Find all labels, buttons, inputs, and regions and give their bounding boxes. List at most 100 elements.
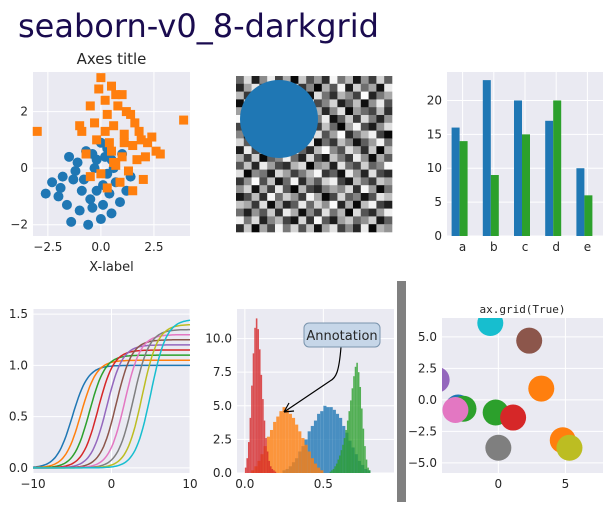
histogram-bar [271,468,274,473]
image-pixel [236,216,245,225]
image-pixel [337,115,346,124]
image-pixel [321,146,330,155]
image-pixel [290,193,299,202]
axes-title: Axes title [77,50,147,68]
histogram-bar [310,425,314,473]
image-pixel [259,185,268,194]
image-pixel [368,130,377,139]
grid-scatter-axes-points [442,318,583,461]
square-marker [147,132,157,142]
image-pixel [368,224,377,233]
image-pixel [290,76,299,85]
image-pixel [306,208,315,217]
square-marker [107,81,116,91]
image-pixel [368,185,377,194]
image-pixel [314,76,323,85]
vertical-divider-bar [397,281,406,502]
histogram-bar [317,467,321,473]
image-pixel [376,91,385,100]
y-tick-label: 2 [20,105,28,119]
image-pixel [345,146,354,155]
histogram-bar [339,455,341,473]
square-marker [115,177,125,187]
image-pixel [306,169,315,178]
image-pixel [282,161,291,170]
square-marker [100,126,110,136]
image-pixel [321,224,330,233]
image-pixel [259,76,268,85]
image-pixel [353,99,362,108]
image-pixel [345,122,354,131]
square-marker [102,183,112,193]
y-tick-label: 5 [434,195,442,209]
image-pixel [329,76,338,85]
image-pixel [275,224,284,233]
image-pixel [236,224,245,233]
image-pixel [329,193,338,202]
image-pixel [376,138,385,147]
bar [584,195,593,236]
square-marker [117,90,127,100]
image-pixel [384,193,393,202]
image-pixel [282,200,291,209]
image-pixel [337,146,346,155]
image-pixel [353,115,362,124]
image-pixel [259,224,268,233]
image-pixel [282,169,291,178]
histogram-bar [332,468,335,473]
image-pixel [368,193,377,202]
image-pixel [368,169,377,178]
square-marker [111,90,121,100]
histogram-bar [353,376,355,473]
image-pixel [376,200,385,209]
x-axis-label: X-label [89,260,133,275]
image-pixel [376,154,385,163]
image-pixel [353,76,362,85]
image-pixel [384,169,393,178]
image-pixel [236,208,245,217]
image-pixel [337,91,346,100]
bar [459,141,468,236]
circle-marker [83,219,94,230]
image-pixel [314,200,323,209]
image-pixel [314,193,323,202]
image-pixel [290,161,299,170]
image-pixel [337,83,346,92]
image-pixel [275,185,284,194]
image-pixel [275,216,284,225]
image-pixel [345,216,354,225]
image-pixel [275,193,284,202]
image-pixel [353,161,362,170]
circle-marker [91,154,102,165]
image-pixel [384,83,393,92]
image-pixel [376,76,385,85]
image-pixel [314,107,323,116]
circle-marker [91,185,102,196]
image-pixel [337,122,346,131]
square-marker [113,101,123,111]
histogram-bar [362,428,365,473]
image-pixel [243,208,252,217]
image-pixel [360,130,369,139]
image-pixel [353,146,362,155]
y-tick-label: 0.0 [213,466,232,480]
histogram-bar [262,399,264,473]
square-marker [143,138,153,148]
histogram-bar [320,411,324,473]
image-pixel [321,193,330,202]
image-pixel [384,200,393,209]
circle-marker [95,214,106,225]
x-tick-label: 0.5 [314,477,333,491]
x-tick-label: 2.5 [144,240,163,254]
image-pixel [251,216,260,225]
image-pixel [337,224,346,233]
image-pixel [243,76,252,85]
histogram-bar [310,458,314,473]
image-pixel [353,169,362,178]
annotation-box [303,322,381,348]
image-pixel [329,177,338,186]
histogram-bar [307,451,311,473]
y-tick-label: 2.5 [418,361,437,375]
histogram-bar [334,466,336,473]
image-pixel [298,208,307,217]
